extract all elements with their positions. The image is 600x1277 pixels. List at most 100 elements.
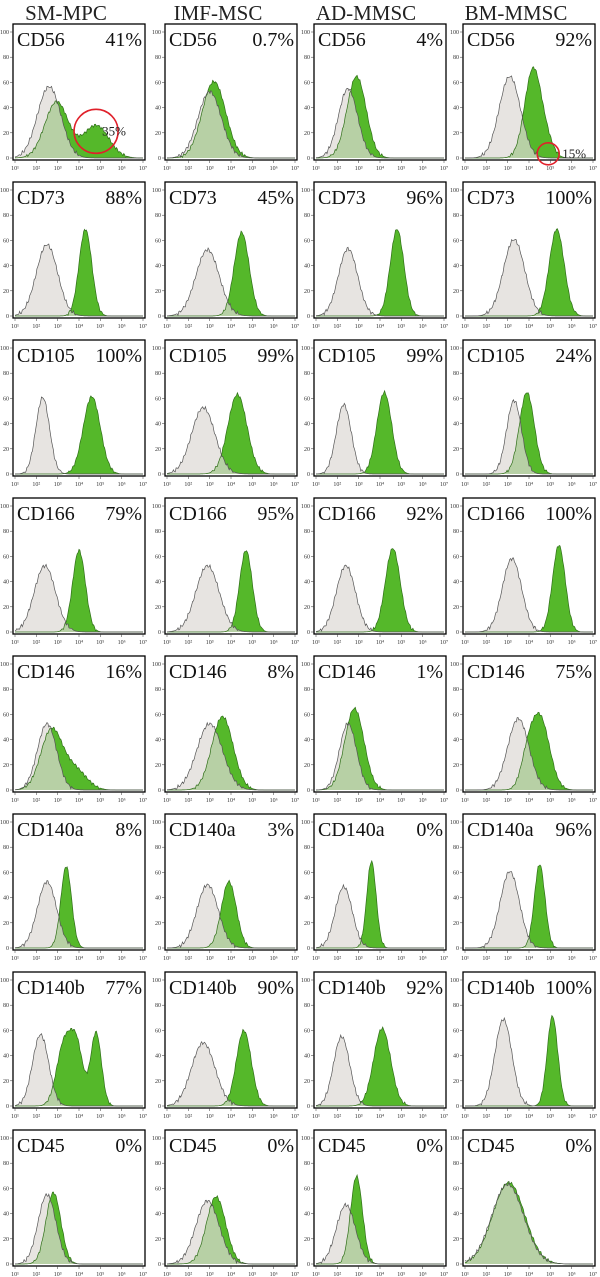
histogram-panel-cd56-imf-msc: 0 20 40 60 80 100 10¹ 10² 10³ 10⁴ 10⁵ 10⁶ 10⁷ CD56 0.7… <box>152 23 299 172</box>
marker-histogram <box>316 1027 444 1106</box>
x-tick-label: 10⁵ <box>397 798 405 804</box>
x-tick-label: 10⁷ <box>139 482 147 488</box>
subpopulation-percentage: 35% <box>102 123 126 138</box>
x-tick-label: 10⁴ <box>227 482 235 488</box>
isotype-histogram <box>316 565 444 632</box>
y-tick-label: 60 <box>453 80 459 86</box>
histogram-panel-cd140b-sm-mpc: 0 20 40 60 80 100 10¹ 10² 10³ 10⁴ 10⁵ 10⁶ 10⁷ CD140b 7… <box>0 971 147 1120</box>
x-tick-label: 10¹ <box>312 482 320 488</box>
marker-label: CD45 <box>467 1135 515 1157</box>
marker-label: CD105 <box>17 345 75 367</box>
x-tick-label: 10³ <box>504 798 512 804</box>
positive-percentage: 92% <box>406 977 443 999</box>
x-tick-label: 10⁵ <box>546 798 554 804</box>
y-tick-label: 40 <box>304 264 310 270</box>
marker-label: CD146 <box>169 661 227 683</box>
positive-percentage: 8% <box>115 819 142 841</box>
x-tick-label: 10¹ <box>461 640 469 646</box>
y-tick-label: 40 <box>155 1212 161 1218</box>
y-tick-label: 0 <box>456 156 459 162</box>
y-tick-label: 20 <box>155 921 161 927</box>
x-tick-label: 10⁴ <box>525 640 533 646</box>
x-tick-label: 10³ <box>54 640 62 646</box>
positive-percentage: 100% <box>545 503 592 525</box>
positive-percentage: 45% <box>257 187 294 209</box>
x-tick-label: 10⁷ <box>291 166 299 172</box>
y-tick-label: 20 <box>304 447 310 453</box>
x-tick-label: 10⁶ <box>118 956 126 962</box>
histogram-panel-cd56-ad-mmsc: 0 20 40 60 80 100 10¹ 10² 10³ 10⁴ 10⁵ 10⁶ 10⁷ CD56 4% <box>301 23 448 172</box>
y-tick-label: 20 <box>453 921 459 927</box>
x-tick-label: 10⁴ <box>75 482 83 488</box>
x-tick-label: 10⁶ <box>419 1114 427 1120</box>
y-tick-label: 100 <box>301 1136 310 1142</box>
y-tick-label: 80 <box>453 371 459 377</box>
x-tick-label: 10³ <box>504 482 512 488</box>
x-tick-label: 10⁴ <box>376 1114 384 1120</box>
y-tick-label: 20 <box>3 763 9 769</box>
x-tick-label: 10² <box>482 324 490 330</box>
x-tick-label: 10³ <box>355 640 363 646</box>
y-tick-label: 40 <box>3 106 9 112</box>
y-tick-label: 0 <box>456 946 459 952</box>
x-tick-label: 10⁴ <box>75 1114 83 1120</box>
y-tick-label: 20 <box>3 1237 9 1243</box>
y-tick-label: 100 <box>301 346 310 352</box>
x-tick-label: 10¹ <box>163 798 171 804</box>
x-tick-label: 10⁶ <box>270 1272 278 1277</box>
histogram-panel-cd146-bm-mmsc: 0 20 40 60 80 100 10¹ 10² 10³ 10⁴ 10⁵ 10⁶ 10⁷ CD146 75… <box>450 655 597 804</box>
histogram-panel-cd45-sm-mpc: 0 20 40 60 80 100 10¹ 10² 10³ 10⁴ 10⁵ 10⁶ 10⁷ CD45 0% <box>0 1129 147 1277</box>
x-tick-label: 10⁵ <box>248 482 256 488</box>
x-tick-label: 10⁷ <box>291 324 299 330</box>
x-tick-label: 10⁷ <box>589 956 597 962</box>
isotype-outline <box>316 402 444 475</box>
y-tick-label: 0 <box>456 1262 459 1268</box>
histogram-panel-cd140b-bm-mmsc: 0 20 40 60 80 100 10¹ 10² 10³ 10⁴ 10⁵ 10⁶ 10⁷ CD140b 1… <box>450 971 597 1120</box>
histogram-panel-cd105-imf-msc: 0 20 40 60 80 100 10¹ 10² 10³ 10⁴ 10⁵ 10⁶ 10⁷ CD105 99… <box>152 339 299 488</box>
x-tick-label: 10⁵ <box>546 640 554 646</box>
y-tick-label: 0 <box>307 946 310 952</box>
x-tick-label: 10⁷ <box>291 956 299 962</box>
marker-histogram <box>465 1015 593 1106</box>
isotype-outline <box>465 399 593 475</box>
positive-percentage: 41% <box>105 29 142 51</box>
x-tick-label: 10⁷ <box>139 1272 147 1277</box>
x-tick-label: 10⁵ <box>397 482 405 488</box>
isotype-histogram <box>15 1033 143 1106</box>
column-headers: SM-MPC IMF-MSC AD-MMSC BM-MMSC <box>25 1 567 25</box>
x-tick-label: 10² <box>333 482 341 488</box>
y-tick-label: 20 <box>3 289 9 295</box>
y-tick-label: 0 <box>456 472 459 478</box>
x-tick-label: 10⁵ <box>248 1114 256 1120</box>
positive-percentage: 77% <box>105 977 142 999</box>
y-tick-label: 40 <box>453 1212 459 1218</box>
positive-percentage: 100% <box>545 977 592 999</box>
isotype-outline <box>14 563 143 633</box>
x-tick-label: 10⁵ <box>397 166 405 172</box>
isotype-outline <box>465 717 593 791</box>
x-tick-label: 10⁴ <box>376 1272 384 1277</box>
marker-label: CD56 <box>169 29 217 51</box>
marker-label: CD166 <box>17 503 75 525</box>
x-tick-label: 10⁵ <box>248 956 256 962</box>
y-tick-label: 100 <box>301 504 310 510</box>
y-tick-label: 80 <box>155 529 161 535</box>
x-tick-label: 10² <box>482 1272 490 1277</box>
column-header-sm-mpc: SM-MPC <box>25 1 107 25</box>
marker-histogram <box>15 549 143 632</box>
y-tick-label: 40 <box>453 1054 459 1060</box>
x-tick-label: 10⁵ <box>546 482 554 488</box>
y-tick-label: 60 <box>453 1028 459 1034</box>
x-tick-label: 10⁶ <box>568 640 576 646</box>
y-tick-label: 100 <box>450 1136 459 1142</box>
y-tick-label: 80 <box>453 845 459 851</box>
y-tick-label: 60 <box>453 1186 459 1192</box>
x-tick-label: 10¹ <box>11 640 19 646</box>
y-tick-label: 20 <box>3 1079 9 1085</box>
isotype-histogram <box>167 1200 295 1264</box>
y-tick-label: 100 <box>152 978 161 984</box>
y-tick-label: 40 <box>453 738 459 744</box>
y-tick-label: 80 <box>155 1161 161 1167</box>
marker-label: CD140b <box>169 977 237 999</box>
y-tick-label: 80 <box>3 55 9 61</box>
